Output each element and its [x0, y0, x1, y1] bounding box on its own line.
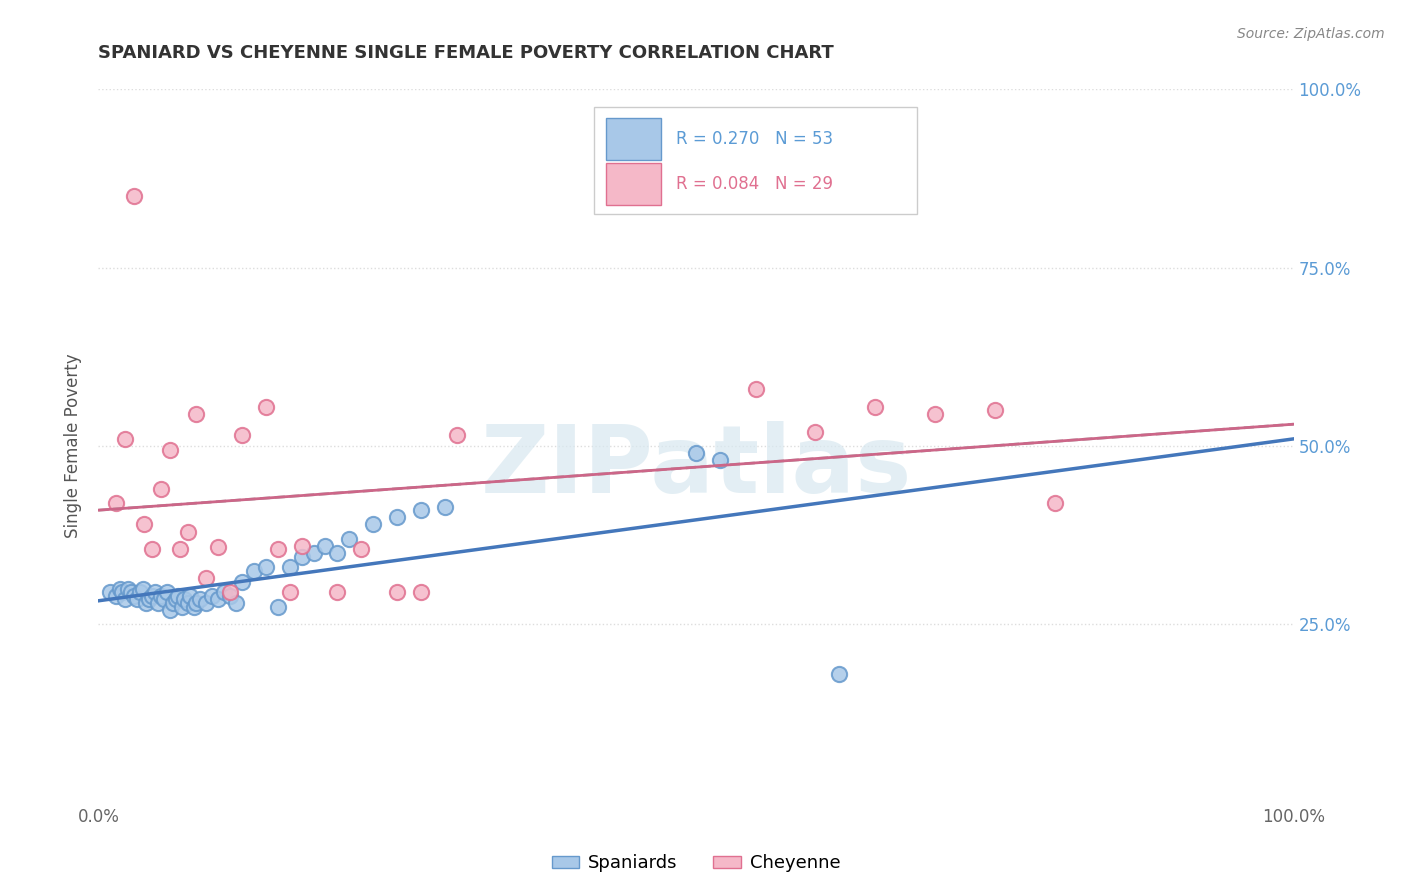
Point	[291, 549, 314, 564]
Point	[291, 539, 314, 553]
Point	[804, 425, 827, 439]
Point	[108, 582, 131, 596]
Point	[155, 585, 177, 599]
Point	[183, 599, 205, 614]
Point	[267, 599, 290, 614]
Point	[132, 517, 155, 532]
Point	[141, 589, 163, 603]
Point	[159, 442, 181, 457]
Point	[105, 589, 128, 603]
Point	[411, 585, 433, 599]
Point	[278, 585, 301, 599]
Point	[863, 400, 887, 414]
Point	[243, 564, 266, 578]
Point	[212, 585, 235, 599]
Point	[1043, 496, 1066, 510]
Point	[924, 407, 946, 421]
Point	[350, 542, 373, 557]
Point	[159, 603, 181, 617]
Point	[173, 592, 195, 607]
Point	[254, 560, 277, 574]
Point	[129, 585, 152, 599]
Point	[165, 592, 187, 607]
Point	[207, 541, 229, 555]
Legend: Spaniards, Cheyenne: Spaniards, Cheyenne	[544, 847, 848, 880]
Point	[709, 453, 731, 467]
Point	[326, 546, 349, 560]
Point	[114, 432, 136, 446]
Point	[177, 596, 200, 610]
Point	[141, 542, 163, 557]
Point	[135, 596, 157, 610]
Point	[162, 596, 184, 610]
Point	[411, 503, 433, 517]
Point	[254, 400, 277, 414]
Point	[984, 403, 1007, 417]
Point	[385, 585, 409, 599]
Point	[117, 582, 139, 596]
Point	[98, 585, 122, 599]
Point	[149, 589, 172, 603]
Point	[105, 496, 128, 510]
Point	[177, 524, 200, 539]
Point	[219, 589, 242, 603]
FancyBboxPatch shape	[606, 118, 661, 161]
Point	[124, 589, 146, 603]
Text: ZIPatlas: ZIPatlas	[481, 421, 911, 514]
Point	[231, 574, 253, 589]
Point	[194, 596, 218, 610]
Point	[267, 542, 290, 557]
Y-axis label: Single Female Poverty: Single Female Poverty	[65, 354, 83, 538]
Point	[131, 582, 153, 596]
FancyBboxPatch shape	[595, 107, 917, 214]
Point	[302, 546, 325, 560]
Point	[138, 592, 160, 607]
Point	[169, 542, 191, 557]
Point	[828, 667, 851, 681]
Point	[143, 585, 166, 599]
Point	[149, 482, 172, 496]
Point	[179, 589, 201, 603]
Point	[315, 539, 337, 553]
Point	[446, 428, 468, 442]
Point	[111, 585, 134, 599]
Point	[326, 585, 349, 599]
Point	[194, 571, 218, 585]
Point	[339, 532, 360, 546]
Text: Source: ZipAtlas.com: Source: ZipAtlas.com	[1237, 27, 1385, 41]
Point	[219, 585, 242, 599]
Point	[231, 428, 253, 442]
Point	[124, 189, 146, 203]
Point	[225, 596, 247, 610]
Point	[207, 592, 229, 607]
Point	[186, 596, 208, 610]
Point	[114, 592, 136, 607]
Text: R = 0.270   N = 53: R = 0.270 N = 53	[676, 130, 832, 148]
Point	[685, 446, 707, 460]
Text: R = 0.084   N = 29: R = 0.084 N = 29	[676, 175, 832, 193]
Point	[278, 560, 301, 574]
Point	[188, 592, 211, 607]
Point	[385, 510, 409, 524]
Point	[186, 407, 208, 421]
Point	[120, 585, 142, 599]
Point	[745, 382, 768, 396]
Point	[148, 596, 170, 610]
Point	[167, 589, 190, 603]
Point	[433, 500, 456, 514]
Point	[153, 592, 176, 607]
Point	[201, 589, 224, 603]
Point	[363, 517, 385, 532]
Point	[172, 599, 194, 614]
Point	[125, 592, 148, 607]
FancyBboxPatch shape	[606, 163, 661, 205]
Text: SPANIARD VS CHEYENNE SINGLE FEMALE POVERTY CORRELATION CHART: SPANIARD VS CHEYENNE SINGLE FEMALE POVER…	[98, 45, 834, 62]
